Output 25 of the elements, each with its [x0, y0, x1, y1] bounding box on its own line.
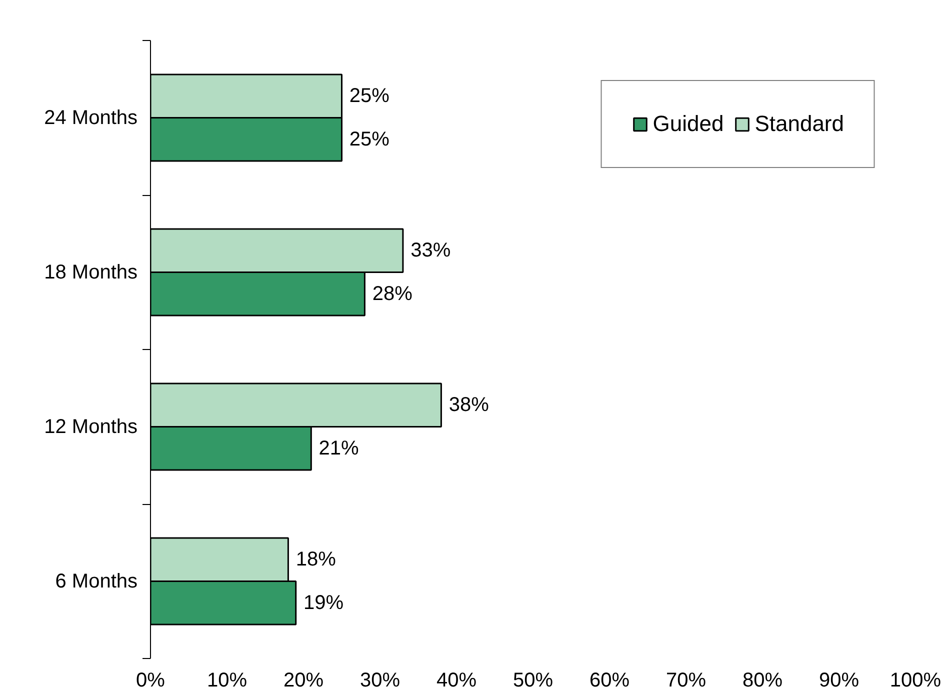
y-tick-label: 12 Months: [44, 416, 138, 438]
x-tick-label: 10%: [206, 670, 248, 692]
x-tick-label: 20%: [283, 670, 324, 692]
data-label: 33%: [410, 240, 451, 262]
data-label: 25%: [349, 128, 390, 150]
legend-label: Guided: [652, 111, 724, 137]
x-tick-label: 90%: [818, 670, 860, 692]
x-tick-label: 0%: [136, 670, 166, 692]
y-tick-label: 6 Months: [55, 570, 138, 592]
x-tick-label: 80%: [742, 670, 783, 692]
data-label: 38%: [448, 394, 490, 416]
x-tick-label: 60%: [589, 670, 630, 692]
legend-label: Standard: [754, 111, 844, 137]
x-tick-label: 40%: [436, 670, 477, 692]
data-label: 25%: [349, 85, 390, 108]
data-label: 19%: [304, 592, 344, 614]
y-tick-label: 24 Months: [44, 106, 138, 129]
x-tick-label: 100%: [890, 670, 942, 692]
y-tick-label: 18 Months: [44, 261, 138, 284]
x-tick-label: 50%: [512, 670, 554, 692]
data-label: 21%: [318, 437, 360, 460]
data-label: 18%: [296, 548, 336, 571]
data-label: 28%: [372, 282, 413, 305]
x-tick-label: 30%: [360, 670, 400, 692]
x-tick-label: 70%: [666, 670, 706, 692]
